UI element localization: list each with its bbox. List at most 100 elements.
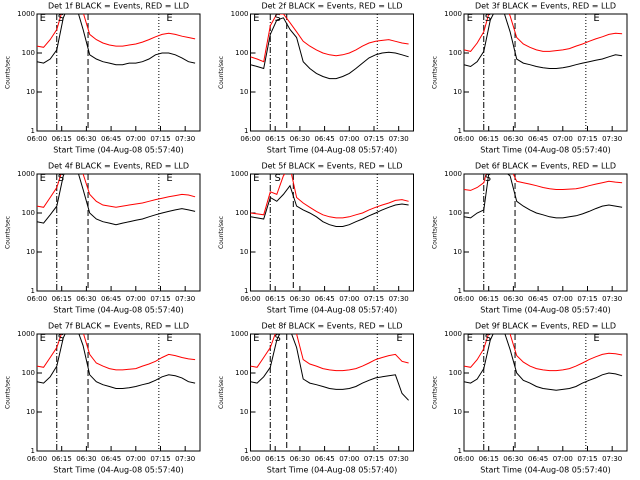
annotation: S (58, 333, 64, 344)
y-axis-label: Counts/sec (5, 56, 12, 89)
x-tick-label: 06:00 (27, 455, 47, 463)
plot-area (464, 14, 623, 131)
panel-title: Det 4f BLACK = Events, RED = LLD (48, 162, 189, 171)
series-line (464, 14, 623, 69)
series-line (37, 174, 196, 226)
y-tick-label: 10 (240, 408, 249, 416)
y-tick-label: 1000 (444, 170, 462, 178)
x-tick-label: 07:15 (577, 455, 597, 463)
x-tick-label: 07:15 (150, 455, 170, 463)
x-tick-label: 07:00 (339, 295, 359, 303)
y-tick-label: 100 (22, 209, 35, 217)
panel: Det 1f BLACK = Events, RED = LLD Counts/s… (5, 2, 201, 155)
y-tick-label: 1000 (17, 170, 35, 178)
series-line (37, 174, 196, 208)
annotation: E (40, 333, 46, 344)
y-axis-label: Counts/sec (218, 56, 225, 89)
x-tick-label: 06:15 (52, 135, 72, 143)
y-tick-label: 100 (22, 369, 35, 377)
y-tick-label: 1000 (231, 10, 249, 18)
x-tick-label: 06:45 (101, 455, 121, 463)
series-line (37, 14, 196, 66)
x-tick-label: 06:15 (52, 295, 72, 303)
annotation: S (275, 333, 281, 344)
x-tick-label: 07:15 (577, 135, 597, 143)
x-tick-label: 07:30 (389, 135, 409, 143)
annotation: E (253, 13, 259, 24)
annotation: E (467, 13, 473, 24)
series-line (250, 174, 409, 219)
x-tick-label: 06:00 (454, 295, 474, 303)
x-tick-label: 07:30 (602, 295, 622, 303)
x-tick-label: 07:00 (126, 455, 146, 463)
plot-frame (463, 173, 628, 292)
y-tick-label: 10 (453, 88, 462, 96)
annotation: E (593, 333, 599, 344)
annotation: E (593, 13, 599, 24)
panel: Det 4f BLACK = Events, RED = LLD Counts/s… (5, 162, 201, 315)
y-tick-label: 1 (458, 127, 462, 135)
series-line (37, 14, 196, 48)
x-tick-label: 06:45 (314, 295, 334, 303)
x-tick-label: 07:00 (553, 135, 573, 143)
x-tick-label: 06:45 (314, 455, 334, 463)
x-tick-label: 07:15 (577, 295, 597, 303)
x-tick-label: 06:45 (528, 295, 548, 303)
plot-frame (36, 13, 201, 132)
plot-area (464, 174, 623, 291)
y-tick-label: 1 (31, 287, 35, 295)
x-tick-label: 06:30 (503, 135, 523, 143)
panel-title: Det 2f BLACK = Events, RED = LLD (261, 2, 402, 11)
y-tick-label: 1 (31, 447, 35, 455)
x-tick-label: 06:45 (314, 135, 334, 143)
plot-frame (463, 13, 628, 132)
x-tick-label: 07:00 (126, 135, 146, 143)
x-tick-label: 06:30 (290, 455, 310, 463)
panel-title: Det 7f BLACK = Events, RED = LLD (48, 322, 189, 331)
plot-area (37, 14, 196, 131)
x-tick-label: 06:45 (528, 455, 548, 463)
x-tick-label: 07:15 (364, 135, 384, 143)
annotation: E (166, 13, 172, 24)
series-line (464, 334, 623, 391)
annotation: E (166, 173, 172, 184)
y-tick-label: 10 (453, 408, 462, 416)
annotation: S (485, 333, 491, 344)
y-tick-label: 1000 (444, 10, 462, 18)
annotation: E (253, 173, 259, 184)
annotation: E (253, 333, 259, 344)
x-tick-label: 06:30 (503, 455, 523, 463)
panel-title: Det 8f BLACK = Events, RED = LLD (261, 322, 402, 331)
y-tick-label: 10 (240, 88, 249, 96)
y-tick-label: 1000 (231, 170, 249, 178)
x-tick-label: 07:30 (389, 455, 409, 463)
x-tick-label: 06:00 (454, 455, 474, 463)
annotation: S (275, 13, 281, 24)
panel-title: Det 3f BLACK = Events, RED = LLD (475, 2, 616, 11)
plot-frame (250, 333, 414, 452)
x-tick-label: 06:00 (240, 455, 260, 463)
panel: Det 9f BLACK = Events, RED = LLD Counts/s… (432, 322, 628, 475)
y-tick-label: 1 (458, 287, 462, 295)
x-tick-label: 06:15 (479, 135, 499, 143)
x-tick-label: 07:15 (150, 135, 170, 143)
panel: Det 7f BLACK = Events, RED = LLD Counts/s… (5, 322, 201, 475)
series-line (464, 174, 623, 191)
x-tick-label: 06:15 (265, 135, 285, 143)
plot-area (250, 174, 409, 291)
x-tick-label: 07:00 (126, 295, 146, 303)
x-axis-label: Start Time (04-Aug-08 05:57:40) (267, 146, 398, 155)
x-axis-label: Start Time (04-Aug-08 05:57:40) (53, 146, 184, 155)
plot-frame (250, 13, 414, 132)
x-axis-label: Start Time (04-Aug-08 05:57:40) (480, 306, 611, 315)
y-tick-label: 1 (244, 287, 248, 295)
y-tick-label: 1 (31, 127, 35, 135)
x-tick-label: 06:30 (290, 135, 310, 143)
y-tick-label: 1 (244, 447, 248, 455)
panel-title: Det 6f BLACK = Events, RED = LLD (475, 162, 616, 171)
x-axis-label: Start Time (04-Aug-08 05:57:40) (267, 306, 398, 315)
x-tick-label: 07:30 (175, 295, 195, 303)
x-tick-label: 06:15 (479, 295, 499, 303)
series-line (464, 334, 623, 372)
